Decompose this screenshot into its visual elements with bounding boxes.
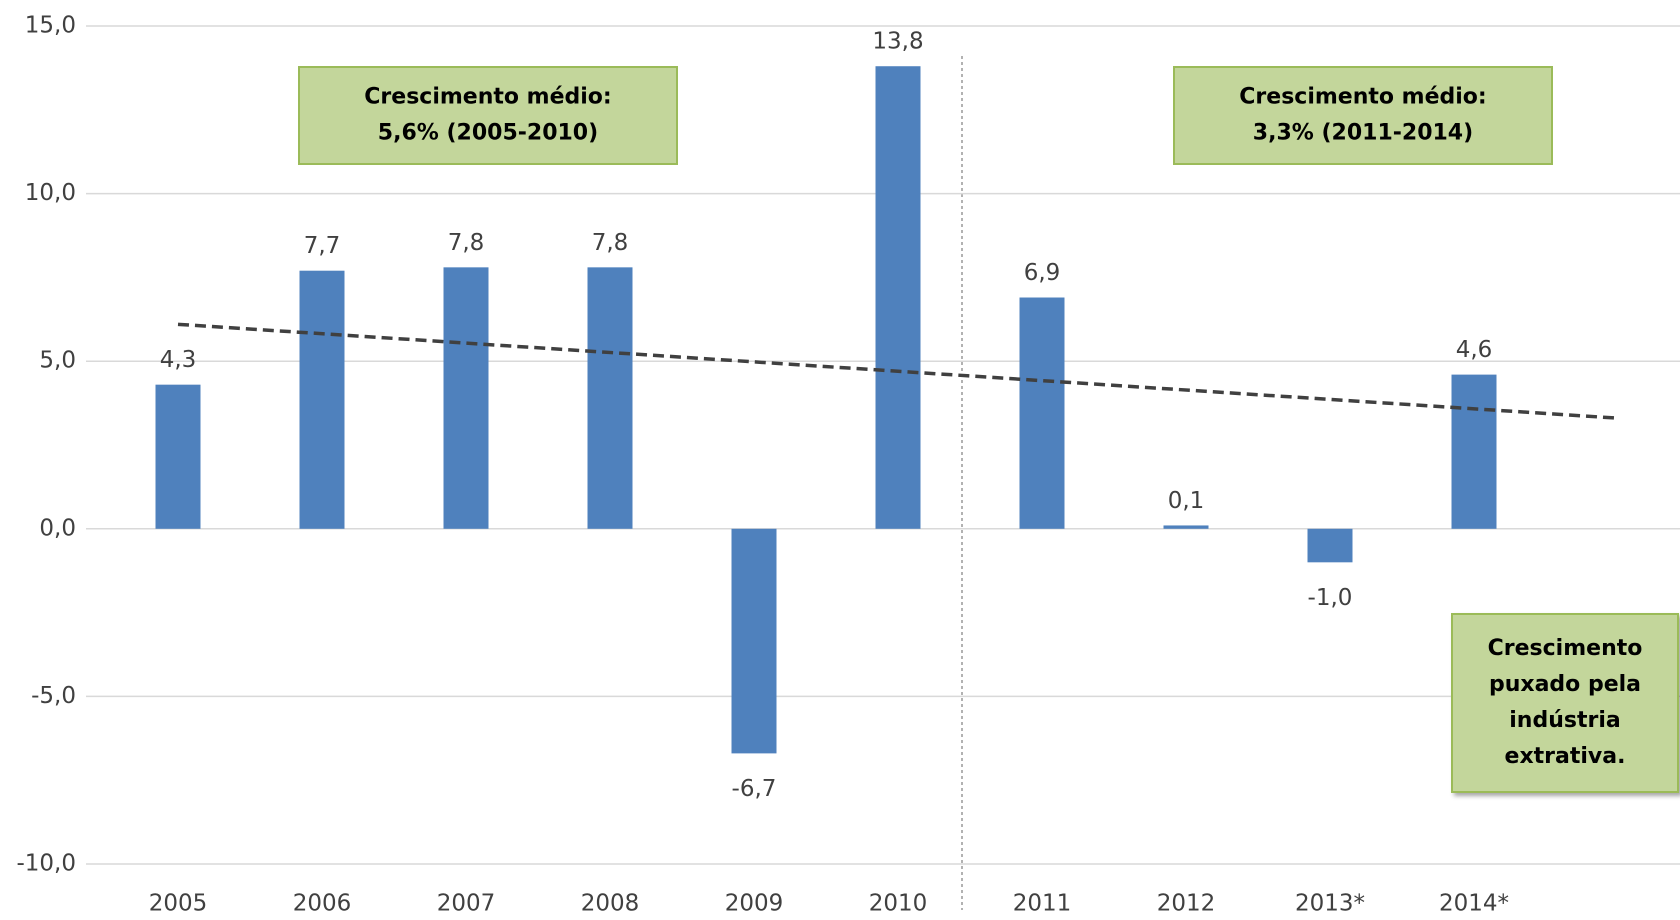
y-tick-label: 5,0 xyxy=(39,348,76,374)
y-tick-label: -5,0 xyxy=(31,683,76,709)
x-tick-label: 2014* xyxy=(1439,891,1509,917)
y-tick-label: -10,0 xyxy=(16,851,76,877)
bar xyxy=(1163,525,1209,529)
annotation-box xyxy=(1173,66,1553,165)
annotation-box xyxy=(1451,613,1679,793)
x-tick-label: 2011 xyxy=(1013,891,1072,917)
trend-line xyxy=(177,322,1619,420)
annotation-text: indústria xyxy=(1509,708,1620,733)
value-label: 13,8 xyxy=(872,29,923,55)
value-label: 4,3 xyxy=(160,347,197,373)
y-tick-label: 0,0 xyxy=(39,515,76,541)
x-tick-label: 2008 xyxy=(581,891,640,917)
value-label: 7,8 xyxy=(448,230,485,256)
x-tick-label: 2005 xyxy=(149,891,208,917)
bar xyxy=(299,270,345,529)
annotation-text: 3,3% (2011-2014) xyxy=(1253,121,1473,146)
value-label: -1,0 xyxy=(1308,585,1353,611)
value-label: 7,8 xyxy=(592,230,629,256)
bar xyxy=(587,267,633,529)
y-tick-label: 10,0 xyxy=(25,180,76,206)
bar xyxy=(875,66,921,529)
annotation-text: Crescimento médio: xyxy=(364,85,611,110)
annotation-text: extrativa. xyxy=(1505,744,1626,769)
annotation-text: Crescimento xyxy=(1488,636,1643,661)
x-tick-label: 2006 xyxy=(293,891,352,917)
value-label: 0,1 xyxy=(1168,488,1205,514)
annotation-text: puxado pela xyxy=(1489,672,1641,697)
x-tick-label: 2012 xyxy=(1157,891,1216,917)
bar xyxy=(1019,297,1065,529)
value-label: -6,7 xyxy=(732,776,777,802)
annotation-text: Crescimento médio: xyxy=(1239,85,1486,110)
x-tick-label: 2013* xyxy=(1295,891,1365,917)
x-tick-label: 2007 xyxy=(437,891,496,917)
bar xyxy=(155,384,201,529)
bar xyxy=(443,267,489,529)
x-tick-label: 2010 xyxy=(869,891,928,917)
bar xyxy=(731,528,777,754)
value-label: 6,9 xyxy=(1024,260,1061,286)
y-tick-label: 15,0 xyxy=(25,13,76,39)
bar xyxy=(1451,374,1497,529)
value-label: 7,7 xyxy=(304,233,341,259)
x-tick-label: 2009 xyxy=(725,891,784,917)
value-label: 4,6 xyxy=(1456,337,1493,363)
bar xyxy=(1307,528,1353,563)
annotation-box xyxy=(298,66,678,165)
annotation-text: 5,6% (2005-2010) xyxy=(378,121,598,146)
